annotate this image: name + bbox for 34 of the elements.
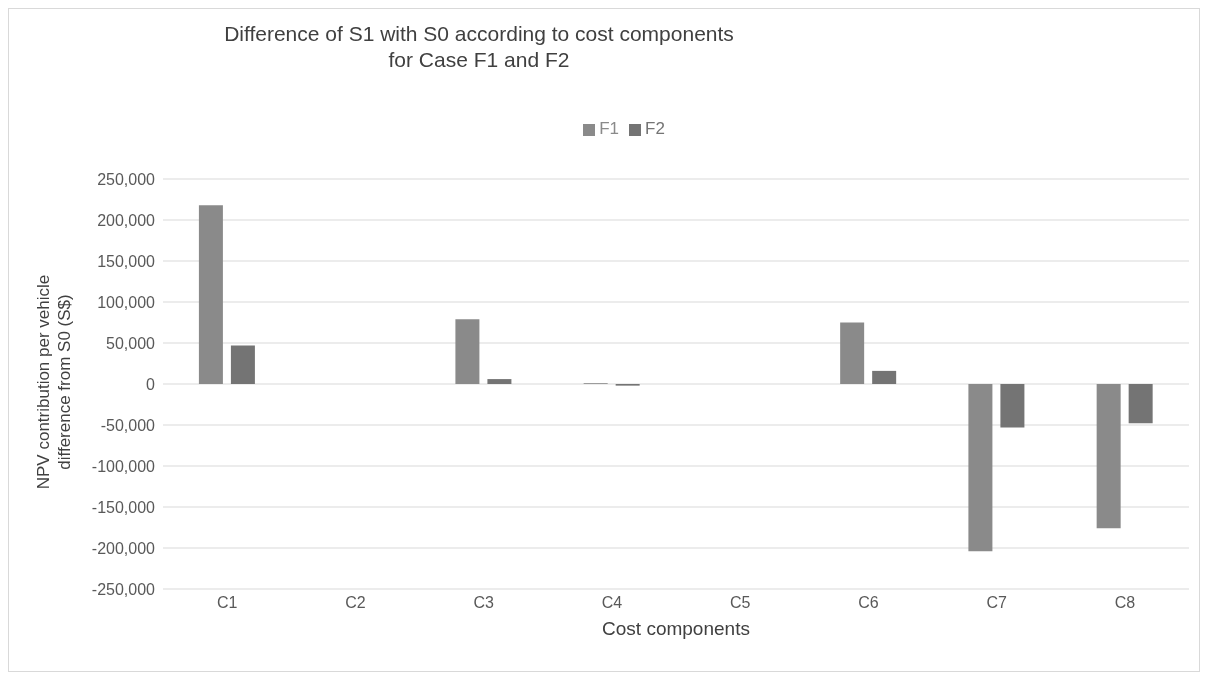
bar [968, 384, 993, 552]
y-tick-label: 0 [146, 375, 156, 393]
y-tick-label: -100,000 [91, 457, 156, 475]
y-tick-label: 50,000 [106, 334, 156, 352]
x-tick-label: C3 [473, 594, 494, 612]
y-tick-label: 100,000 [97, 293, 156, 311]
y-tick-label: -50,000 [100, 416, 156, 434]
x-tick-label: C7 [986, 594, 1007, 612]
bar [1096, 384, 1121, 529]
bar [1128, 384, 1153, 424]
y-tick-label: -200,000 [91, 539, 156, 557]
y-axis-title: NPV contribution per vehicle difference from S0 (S$) [34, 274, 74, 490]
legend-label: F2 [645, 119, 665, 138]
bar [198, 205, 223, 384]
x-tick-label: C5 [729, 594, 751, 612]
legend-label: F1 [599, 119, 619, 138]
bar [840, 322, 865, 384]
bar [230, 345, 255, 384]
x-tick-label: C4 [601, 594, 623, 612]
y-tick-label: -250,000 [91, 580, 156, 598]
bar [455, 319, 480, 384]
y-tick-label: -150,000 [91, 498, 156, 516]
y-tick-label: 150,000 [97, 252, 156, 270]
bar [872, 370, 897, 384]
bar [1000, 384, 1025, 428]
y-tick-label: 200,000 [97, 211, 156, 229]
x-tick-label: C2 [345, 594, 366, 612]
x-axis-title: Cost components [602, 618, 750, 639]
y-tick-label: 250,000 [97, 170, 156, 188]
x-tick-label: C1 [216, 594, 238, 612]
x-tick-label: C8 [1114, 594, 1136, 612]
bar [487, 379, 512, 384]
x-tick-label: C6 [858, 594, 879, 612]
chart-title: Difference of S1 with S0 according to cost components for Case F1 and F2 [223, 21, 735, 73]
